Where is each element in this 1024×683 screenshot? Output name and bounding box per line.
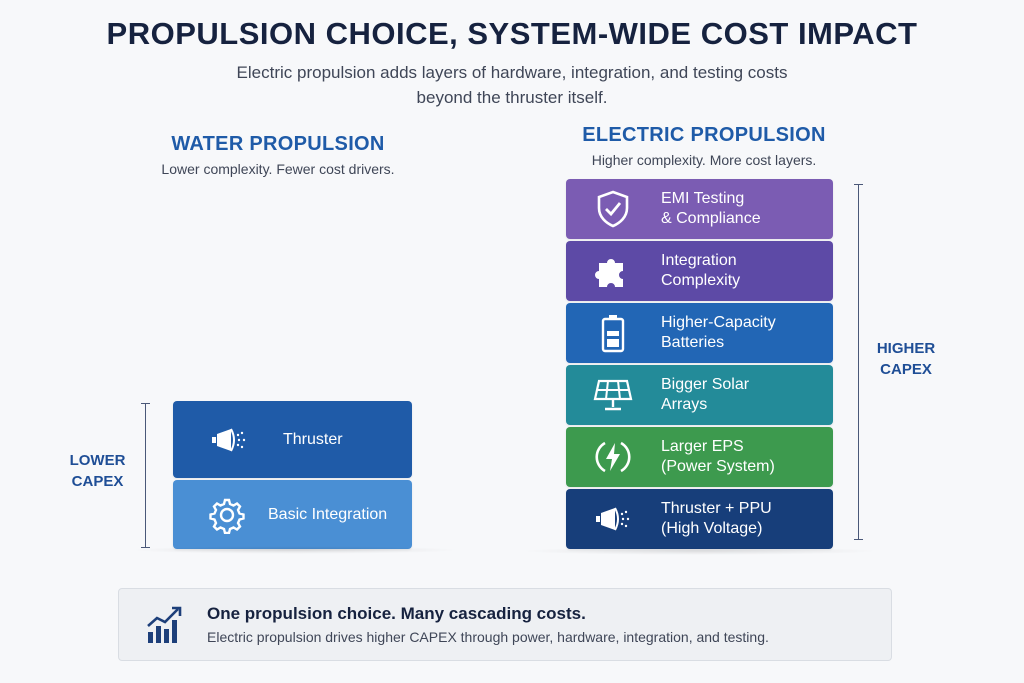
subtitle-line-1: Electric propulsion adds layers of hardw… <box>236 63 788 82</box>
bracket-tick <box>854 539 863 540</box>
electric-block-solar-arrays: Bigger Solar Arrays <box>566 365 833 425</box>
electric-block-integration-complexity: Integration Complexity <box>566 241 833 301</box>
lower-capex-bracket <box>145 403 146 548</box>
water-stack-shadow <box>130 546 460 554</box>
electric-block-label: Bigger Solar Arrays <box>661 376 750 413</box>
water-block-basic-integration: Basic Integration <box>173 480 412 549</box>
bracket-tick <box>141 403 150 404</box>
water-propulsion-subheading: Lower complexity. Fewer cost drivers. <box>161 161 395 177</box>
higher-capex-label: HIGHER CAPEX <box>876 340 936 378</box>
growth-chart-icon <box>144 604 186 646</box>
electric-propulsion-subheading: Higher complexity. More cost layers. <box>591 152 817 168</box>
gear-icon <box>205 493 249 537</box>
thruster-icon <box>207 418 251 462</box>
callout-text: Electric propulsion drives higher CAPEX … <box>207 629 769 645</box>
solar-panel-icon <box>591 373 635 417</box>
callout-title: One propulsion choice. Many cascading co… <box>207 604 586 623</box>
water-block-thruster: Thruster <box>173 401 412 478</box>
bracket-tick <box>141 547 150 548</box>
electric-stack-shadow <box>520 547 880 555</box>
page-subtitle: Electric propulsion adds layers of hardw… <box>162 60 862 110</box>
shield-check-icon <box>591 187 635 231</box>
thruster-icon <box>591 497 635 541</box>
electric-block-batteries: Higher-Capacity Batteries <box>566 303 833 363</box>
electric-block-label: Integration Complexity <box>661 252 741 289</box>
electric-block-thruster-ppu: Thruster + PPU (High Voltage) <box>566 489 833 549</box>
water-block-label: Basic Integration <box>268 505 388 523</box>
lightning-icon <box>591 435 635 479</box>
electric-block-emi-testing: EMI Testing & Compliance <box>566 179 833 239</box>
subtitle-line-2: beyond the thruster itself. <box>416 88 608 107</box>
electric-block-label: Higher-Capacity Batteries <box>661 314 776 351</box>
higher-capex-bracket <box>858 184 859 540</box>
page-title: PROPULSION CHOICE, SYSTEM-WIDE COST IMPA… <box>106 16 918 51</box>
water-propulsion-heading: WATER PROPULSION <box>171 133 385 155</box>
bracket-tick <box>854 184 863 185</box>
electric-block-eps: Larger EPS (Power System) <box>566 427 833 487</box>
water-block-label: Thruster <box>283 430 343 448</box>
lower-capex-label: LOWER CAPEX <box>69 452 126 490</box>
electric-block-label: Thruster + PPU (High Voltage) <box>661 500 772 537</box>
electric-propulsion-heading: ELECTRIC PROPULSION <box>582 124 826 146</box>
puzzle-icon <box>591 249 635 293</box>
electric-block-label: EMI Testing & Compliance <box>661 190 761 227</box>
battery-icon <box>591 311 635 355</box>
electric-block-label: Larger EPS (Power System) <box>661 438 775 475</box>
summary-callout <box>118 588 892 661</box>
